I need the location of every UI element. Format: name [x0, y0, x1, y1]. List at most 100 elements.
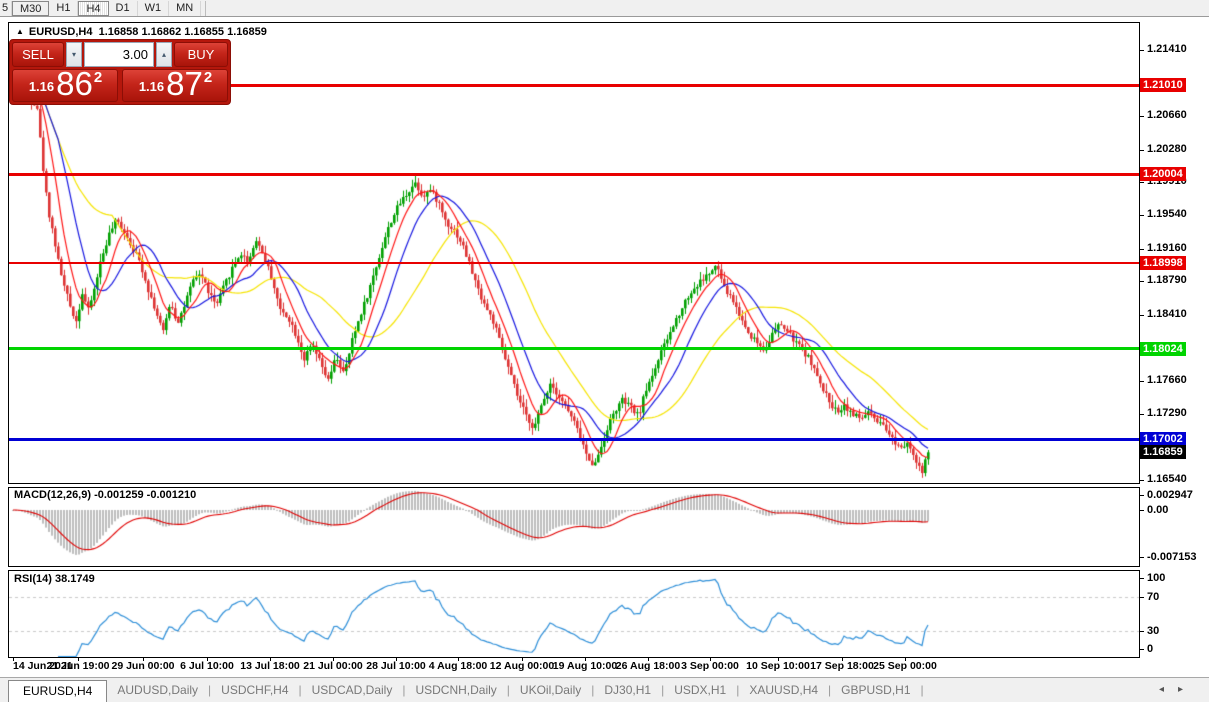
- time-axis-tick: [905, 657, 906, 661]
- toolbar-separator: [205, 0, 207, 16]
- time-axis-label: 13 Jul 18:00: [240, 660, 300, 672]
- volume-input[interactable]: 3.00: [84, 42, 154, 67]
- price-level-badge-blue: 1.17002: [1140, 432, 1186, 446]
- chevron-up-icon: ▴: [161, 50, 166, 59]
- rsi-canvas: [9, 571, 1139, 657]
- timeframe-button-h1[interactable]: H1: [49, 0, 79, 16]
- time-axis-tick: [13, 657, 14, 661]
- price-tick-label: 1.20660: [1147, 109, 1187, 121]
- rsi-axis-label: 0: [1147, 643, 1154, 655]
- one-click-trade-panel: SELL ▾ 3.00 ▴ BUY 1.16 86 2 1.16 87 2: [9, 39, 231, 105]
- price-tick: [1139, 381, 1144, 382]
- horizontal-level-line-1.18024[interactable]: [9, 347, 1139, 350]
- horizontal-level-line-1.17002[interactable]: [9, 438, 1139, 441]
- rsi-axis-tick: [1139, 649, 1144, 650]
- price-tick: [1139, 150, 1144, 151]
- tab-separator: |: [736, 683, 740, 697]
- time-axis-tick: [585, 657, 586, 661]
- tab-separator: |: [506, 683, 510, 697]
- chart-tab[interactable]: USDCAD,Daily: [311, 683, 393, 697]
- macd-canvas: [9, 488, 1139, 566]
- time-axis-label: 10 Sep 10:00: [746, 660, 810, 672]
- timeframe-button-m30[interactable]: M30: [12, 0, 50, 16]
- buy-price-display[interactable]: 1.16 87 2: [122, 67, 228, 103]
- time-axis-tick: [143, 657, 144, 661]
- tab-separator: |: [591, 683, 595, 697]
- time-axis-label: 6 Jul 10:00: [180, 660, 234, 672]
- chart-tab[interactable]: GBPUSD,H1: [841, 683, 911, 697]
- horizontal-level-line-1.20004[interactable]: [9, 173, 1139, 176]
- chevron-down-icon: ▾: [71, 50, 76, 59]
- sell-price-display[interactable]: 1.16 86 2: [12, 65, 118, 103]
- buy-button[interactable]: BUY: [174, 42, 228, 67]
- timeframe-button-mn[interactable]: MN: [169, 0, 202, 16]
- time-axis-label: 21 Jul 00:00: [303, 660, 363, 672]
- price-tick-label: 1.18790: [1147, 274, 1187, 286]
- macd-axis-tick: [1139, 510, 1144, 511]
- timeframe-button-5[interactable]: 5: [0, 0, 12, 16]
- price-tick-label: 1.18410: [1147, 308, 1187, 320]
- price-tick-label: 1.19160: [1147, 242, 1187, 254]
- chart-ohlc: 1.16858 1.16862 1.16855 1.16859: [98, 26, 267, 38]
- sell-button[interactable]: SELL: [12, 42, 64, 67]
- price-tick-label: 1.17660: [1147, 374, 1187, 386]
- macd-label: MACD(12,26,9) -0.001259 -0.001210: [14, 489, 197, 501]
- time-axis-label: 29 Jun 00:00: [111, 660, 175, 672]
- timeframe-toolbar: 5 M30 H1 H4 D1 W1 MN: [0, 0, 1209, 17]
- time-axis-label: 21 Jun 19:00: [46, 660, 110, 672]
- tab-separator: |: [828, 683, 832, 697]
- price-tick-label: 1.21410: [1147, 43, 1187, 55]
- price-tick-label: 1.17290: [1147, 407, 1187, 419]
- chart-tab[interactable]: USDCNH,Daily: [415, 683, 497, 697]
- tab-separator: |: [208, 683, 212, 697]
- timeframe-button-d1[interactable]: D1: [109, 0, 138, 16]
- chart-tab[interactable]: USDX,H1: [674, 683, 727, 697]
- price-level-badge-red: 1.18998: [1140, 256, 1186, 270]
- price-tick-label: 1.19540: [1147, 208, 1187, 220]
- time-axis: 14 Jun 2021 21 Jun 19:00 29 Jun 00:00 6 Jul…: [8, 657, 1140, 675]
- chart-tab[interactable]: USDCHF,H4: [221, 683, 289, 697]
- price-tick: [1139, 414, 1144, 415]
- price-tick: [1139, 215, 1144, 216]
- tab-scroll-arrows[interactable]: ◂▸: [1158, 684, 1197, 695]
- buy-price-sup: 2: [203, 69, 213, 87]
- macd-axis-label: -0.007153: [1147, 551, 1197, 563]
- time-axis-tick: [458, 657, 459, 661]
- time-axis-tick: [207, 657, 208, 661]
- timeframe-button-h4[interactable]: H4: [78, 0, 109, 16]
- chart-tab[interactable]: AUDUSD,Daily: [117, 683, 199, 697]
- price-level-badge-black: 1.16859: [1140, 445, 1186, 459]
- sell-price-small: 1.16: [28, 79, 55, 95]
- time-axis-tick: [333, 657, 334, 661]
- time-axis-tick: [270, 657, 271, 661]
- time-axis-tick: [522, 657, 523, 661]
- volume-increase-button[interactable]: ▴: [156, 42, 172, 67]
- chart-tab[interactable]: XAUUSD,H4: [749, 683, 819, 697]
- sell-price-sup: 2: [93, 69, 103, 87]
- sell-price-big: 86: [56, 65, 93, 102]
- timeframe-button-w1[interactable]: W1: [138, 0, 170, 16]
- buy-price-small: 1.16: [138, 79, 165, 95]
- chart-tab[interactable]: DJ30,H1: [604, 683, 652, 697]
- macd-axis-label: 0.002947: [1147, 489, 1193, 501]
- time-axis-tick: [396, 657, 397, 661]
- chart-tab-active[interactable]: EURUSD,H4: [8, 680, 108, 702]
- time-axis-label: 14 Jun 2021: [13, 660, 73, 672]
- rsi-axis-label: 30: [1147, 625, 1160, 637]
- chart-tab[interactable]: UKOil,Daily: [519, 683, 582, 697]
- time-axis-label: 19 Aug 10:00: [552, 660, 618, 672]
- volume-decrease-button[interactable]: ▾: [66, 42, 82, 67]
- time-axis-label: 25 Sep 00:00: [873, 660, 937, 672]
- chart-expand-icon[interactable]: ▲: [16, 27, 24, 36]
- time-axis-label: 17 Sep 18:00: [810, 660, 874, 672]
- time-axis-tick: [842, 657, 843, 661]
- chart-tab-bar: EURUSD,H4 AUDUSD,Daily | USDCHF,H4 | USDCAD,D…: [0, 677, 1209, 702]
- horizontal-level-line-1.18998[interactable]: [9, 262, 1139, 264]
- price-tick-label: 1.16540: [1147, 473, 1187, 485]
- horizontal-level-line-1.2101[interactable]: [9, 84, 1139, 87]
- time-axis-label: 4 Aug 18:00: [428, 660, 488, 672]
- time-axis-label: 26 Aug 18:00: [615, 660, 681, 672]
- macd-axis-tick: [1139, 557, 1144, 558]
- macd-axis-tick: [1139, 495, 1144, 496]
